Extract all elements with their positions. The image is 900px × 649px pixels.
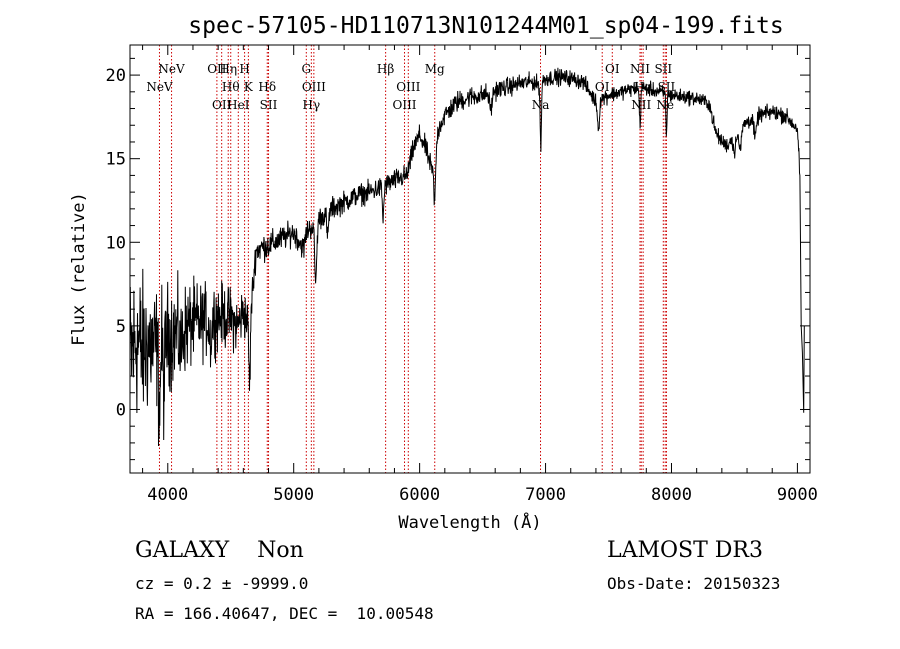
line-label: NeV xyxy=(146,80,173,94)
x-tick-label: 4000 xyxy=(147,485,188,505)
line-label: NII xyxy=(631,98,651,112)
line-label: Hβ xyxy=(377,62,394,76)
line-label: Na xyxy=(532,98,550,112)
redshift-text: cz = 0.2 ± -9999.0 xyxy=(135,574,309,593)
object-class: GALAXY Non xyxy=(135,538,304,563)
x-axis-label: Wavelength (Å) xyxy=(398,511,541,533)
line-label: OII xyxy=(207,62,227,76)
line-label: SII xyxy=(658,80,676,94)
x-tick-label: 8000 xyxy=(651,485,692,505)
y-axis-label: Flux (relative) xyxy=(69,192,89,346)
line-label: H xyxy=(239,62,249,76)
x-tick-label: 6000 xyxy=(399,485,440,505)
coordinates: RA = 166.40647, DEC = 10.00548 xyxy=(135,604,434,623)
y-tick-label: 5 xyxy=(116,317,126,337)
line-label: Mg xyxy=(425,62,445,76)
line-label: Hδ xyxy=(258,80,276,94)
line-label: NII xyxy=(630,62,650,76)
chart-title: spec-57105-HD110713N101244M01_sp04-199.f… xyxy=(188,13,783,39)
line-label: G xyxy=(301,62,311,76)
line-label: NeV xyxy=(158,62,185,76)
survey-release: LAMOST DR3 xyxy=(607,538,763,563)
line-label: HeI xyxy=(227,98,250,112)
y-tick-label: 10 xyxy=(106,233,126,253)
line-label: Hα xyxy=(634,80,653,94)
y-tick-label: 20 xyxy=(106,66,126,86)
x-tick-label: 9000 xyxy=(777,485,818,505)
line-label: K xyxy=(244,80,254,94)
line-label: OIII xyxy=(302,80,326,94)
line-label: Hγ xyxy=(303,98,321,112)
line-label: Hη xyxy=(219,62,237,76)
obs-date: Obs-Date: 20150323 xyxy=(607,574,781,593)
line-label: OIII xyxy=(392,98,416,112)
line-label: SII xyxy=(260,98,278,112)
y-tick-label: 15 xyxy=(106,150,126,170)
line-label: OI xyxy=(605,62,620,76)
x-tick-label: 5000 xyxy=(273,485,314,505)
line-label: SII xyxy=(654,62,672,76)
line-label: OII xyxy=(212,98,232,112)
line-label: Hθ xyxy=(222,80,240,94)
line-label: OI xyxy=(595,80,610,94)
spectrum-line xyxy=(129,67,805,447)
line-label: Ne xyxy=(656,98,674,112)
line-label: OIII xyxy=(396,80,420,94)
x-tick-label: 7000 xyxy=(525,485,566,505)
y-tick-label: 0 xyxy=(116,400,126,420)
